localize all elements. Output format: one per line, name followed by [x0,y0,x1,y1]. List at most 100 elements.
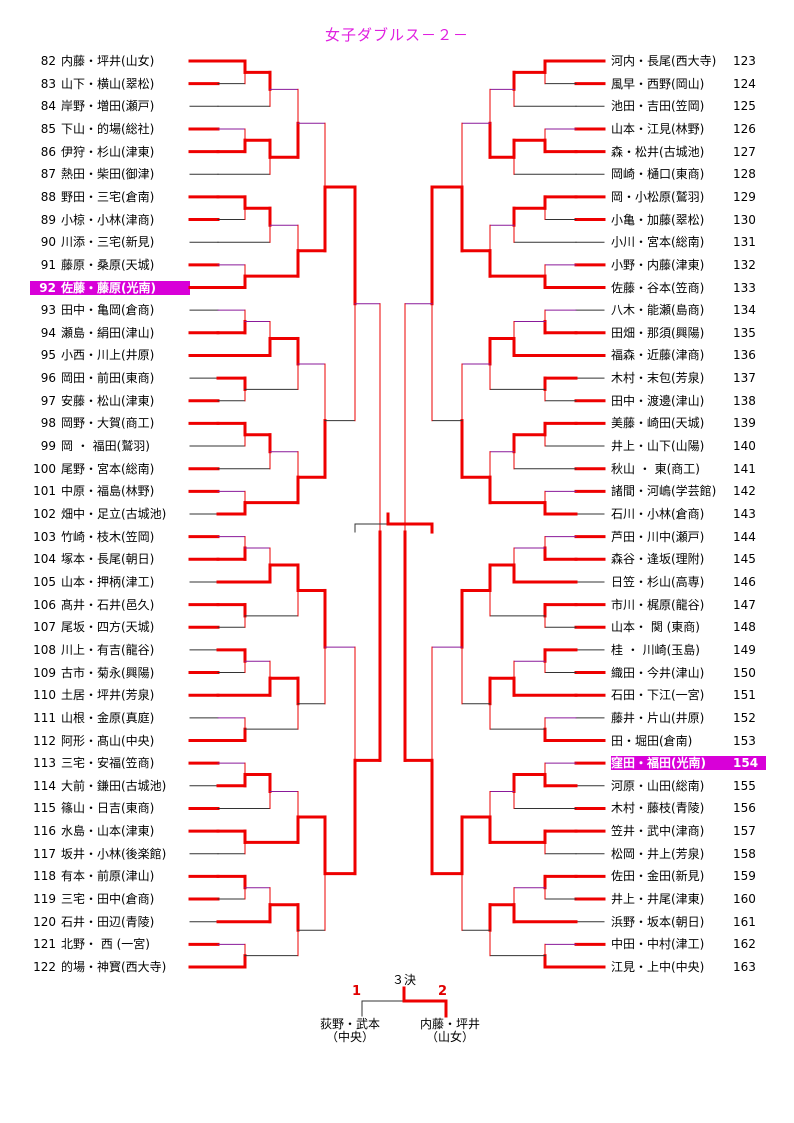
right-entry-row: 織田・今井(津山) 150 [611,666,766,680]
entry-name: 河内・長尾(西大寺) [611,54,717,68]
left-entry-row: 113 三宅・安福(笠商) [30,756,190,770]
entry-number: 101 [33,484,56,499]
third-place-label: ３決 [392,973,417,987]
right-entry-row: 桂 ・ 川崎(玉島) 149 [611,643,766,657]
left-entry-row: 103 竹崎・枝木(笠岡) [30,530,190,544]
left-entry-row: 87 熱田・柴田(御津) [30,167,190,181]
entry-name: 川添・三宅(新見) [61,235,155,250]
entry-name: 美藤・崎田(天城) [611,416,705,431]
left-entry-row: 118 有本・前原(津山) [30,869,190,883]
left-entry-row: 84 岸野・増田(瀬戸) [30,99,190,113]
entry-name: 藤井・片山(井原) [611,710,705,725]
right-entry-row: 石田・下江(一宮) 151 [611,688,766,702]
right-entry-row: 山本・ 関 (東商) 148 [611,620,766,634]
entry-name: 岡 ・ 福田(鷲羽) [61,439,150,454]
entry-number: 85 [40,121,56,136]
right-entry-row: 美藤・崎田(天城) 139 [611,416,766,430]
left-entry-row: 116 水島・山本(津東) [30,824,190,838]
entry-number: 106 [33,597,56,612]
entry-number: 137 [733,371,756,386]
right-entry-row: 森・松井(古城池) 127 [611,145,766,159]
entry-name: 芦田・川中(瀬戸) [611,529,705,544]
entry-number: 160 [733,892,756,907]
entry-number: 135 [733,325,756,340]
third-place-pair-2-school: （山女） [425,1030,474,1044]
right-entry-row: 松岡・井上(芳泉) 158 [611,847,766,861]
left-entry-row: 82 内藤・坪井(山女) [30,54,190,68]
third-place-pair-1-names: 荻野・武本 [319,1017,380,1031]
entry-number: 89 [40,212,56,227]
entry-number: 99 [40,439,56,454]
entry-name: 風早・西野(岡山) [611,76,705,91]
left-entry-row: 122 的場・神寳(西大寺) [30,960,190,974]
right-entry-row: 小川・宮本(総南) 131 [611,235,766,249]
entry-name: 熱田・柴田(御津) [61,167,155,182]
right-entry-row: 八木・能瀬(島商) 134 [611,303,766,317]
entry-name: 安藤・松山(津東) [61,393,155,408]
left-entry-row: 92 佐藤・藤原(光南) [30,280,190,295]
right-entry-row: 井上・山下(山陽) 140 [611,439,766,453]
left-entry-row: 110 土居・坪井(芳泉) [30,688,190,702]
entry-number: 114 [33,778,56,793]
entry-name: 河原・山田(総南) [611,778,705,793]
entry-name: 下山・的場(総社) [61,121,155,136]
left-entry-row: 93 田中・亀岡(倉商) [30,303,190,317]
entry-number: 127 [733,144,756,159]
left-entry-row: 99 岡 ・ 福田(鷲羽) [30,439,190,453]
entry-number: 100 [33,461,56,476]
right-entry-row: 田畑・那須(興陽) 135 [611,326,766,340]
entry-number: 148 [733,620,756,635]
third-place-pair-2: 内藤・坪井 （山女） [410,1018,490,1044]
entry-number: 141 [733,461,756,476]
entry-name: 池田・吉田(笠岡) [611,99,705,114]
left-entry-row: 115 篠山・日吉(東商) [30,801,190,815]
entry-number: 136 [733,348,756,363]
left-entry-row: 95 小西・川上(井原) [30,348,190,362]
entry-name: 尾野・宮本(総南) [61,461,155,476]
left-entry-row: 112 阿形・髙山(中央) [30,734,190,748]
entry-name: 川上・有吉(龍谷) [61,642,155,657]
right-entry-row: 河内・長尾(西大寺) 123 [611,54,766,68]
entry-name: 日笠・杉山(高専) [611,574,705,589]
entry-name: 石川・小林(倉商) [611,507,705,521]
entry-number: 118 [33,869,56,884]
entry-name: 土居・坪井(芳泉) [61,688,155,703]
entry-number: 96 [40,371,56,386]
entry-name: 三宅・安福(笠商) [61,756,155,771]
rank-1-label: 1 [352,984,362,999]
right-entry-row: 藤井・片山(井原) 152 [611,711,766,725]
entry-number: 123 [733,54,756,68]
left-entry-row: 101 中原・福島(林野) [30,484,190,498]
right-entry-row: 田・堀田(倉南) 153 [611,734,766,748]
entry-name: 竹崎・枝木(笠岡) [61,529,155,544]
entry-number: 107 [33,620,56,635]
entry-name: 山根・金原(真庭) [61,710,155,725]
entry-number: 97 [40,393,56,408]
entry-number: 155 [733,778,756,793]
entry-name: 石田・下江(一宮) [611,688,705,703]
entry-name: 畑中・足立(古城池) [61,507,167,521]
entry-name: 織田・今井(津山) [611,665,705,680]
entry-number: 128 [733,167,756,182]
page-title: 女子ダブルス－２－ [324,26,469,44]
entry-name: 井上・井尾(津東) [611,892,705,907]
entry-number: 113 [33,756,56,771]
entry-name: 小野・内藤(津東) [611,257,705,272]
entry-name: 山本・押柄(津工) [61,574,155,589]
third-place-pair-1: 荻野・武本 （中央） [310,1018,390,1044]
entry-number: 139 [733,416,756,431]
entry-number: 122 [33,960,56,974]
left-entry-row: 121 北野・ 西 (一宮) [30,937,190,951]
entry-name: 佐田・金田(新見) [611,869,705,884]
right-entry-row: 岡崎・樋口(東商) 128 [611,167,766,181]
entry-name: 北野・ 西 (一宮) [61,937,150,952]
entry-number: 83 [40,76,56,91]
left-entry-row: 89 小椋・小林(津商) [30,213,190,227]
right-entry-row: 浜野・坂本(朝日) 161 [611,915,766,929]
entry-number: 132 [733,257,756,272]
entry-name: 森谷・逢坂(理附) [611,552,705,567]
entry-name: 山下・横山(翠松) [61,76,155,91]
entry-number: 150 [733,665,756,680]
left-entry-row: 88 野田・三宅(倉南) [30,190,190,204]
